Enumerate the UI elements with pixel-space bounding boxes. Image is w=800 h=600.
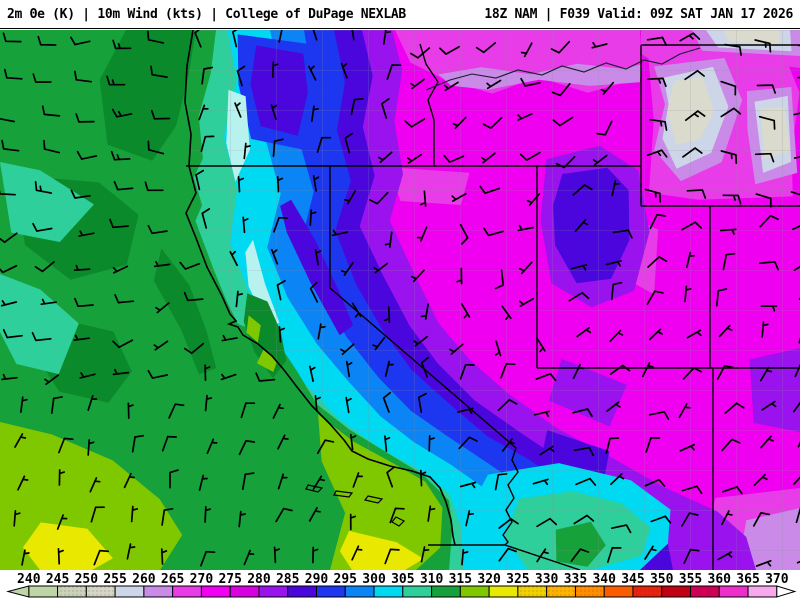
map-canvas xyxy=(0,30,800,570)
wind-barbs xyxy=(0,30,800,567)
svg-text:285: 285 xyxy=(276,572,299,587)
svg-text:340: 340 xyxy=(592,572,616,587)
snake-river xyxy=(425,47,701,91)
svg-text:305: 305 xyxy=(391,572,414,587)
colorbar-scale: 240 245 250 255 260 265 270 275 280 285 290 295 300 3… xyxy=(0,570,800,600)
colorbar-cells xyxy=(28,585,778,598)
svg-text:300: 300 xyxy=(362,572,386,587)
svg-text:310: 310 xyxy=(420,572,444,587)
svg-text:345: 345 xyxy=(621,572,644,587)
svg-text:265: 265 xyxy=(161,572,184,587)
colorbar-canvas: 240 245 250 255 260 265 270 275 280 285 290 295 300 3… xyxy=(6,572,797,598)
svg-text:255: 255 xyxy=(103,572,126,587)
svg-text:365: 365 xyxy=(736,572,759,587)
svg-text:320: 320 xyxy=(477,572,501,587)
product-title: 2m Θe (K) | 10m Wind (kts) | College of … xyxy=(7,6,406,22)
svg-text:330: 330 xyxy=(535,572,559,587)
svg-text:370: 370 xyxy=(765,572,789,587)
colorbar-tick-labels: 240 245 250 255 260 265 270 275 280 285 290 295 300 3… xyxy=(17,572,789,587)
svg-text:295: 295 xyxy=(334,572,357,587)
svg-text:325: 325 xyxy=(506,572,529,587)
channel-islands xyxy=(305,484,406,527)
svg-text:250: 250 xyxy=(75,572,99,587)
svg-text:245: 245 xyxy=(46,572,69,587)
svg-text:350: 350 xyxy=(650,572,674,587)
svg-text:240: 240 xyxy=(17,572,41,587)
county-lines xyxy=(185,30,800,570)
colorbar-right-arrow xyxy=(776,585,797,598)
theta-e-wind-map xyxy=(0,30,800,570)
svg-text:355: 355 xyxy=(679,572,702,587)
map-header: 2m Θe (K) | 10m Wind (kts) | College of … xyxy=(0,0,800,29)
colorbar-left-arrow xyxy=(6,585,30,598)
svg-text:270: 270 xyxy=(190,572,214,587)
pacific-coastline xyxy=(184,30,456,546)
svg-text:290: 290 xyxy=(305,572,329,587)
svg-text:360: 360 xyxy=(708,572,732,587)
svg-text:280: 280 xyxy=(247,572,271,587)
svg-text:260: 260 xyxy=(132,572,156,587)
svg-text:315: 315 xyxy=(449,572,472,587)
model-valid-time: 18Z NAM | F039 Valid: 09Z SAT JAN 17 202… xyxy=(484,6,793,22)
svg-text:275: 275 xyxy=(218,572,241,587)
svg-text:335: 335 xyxy=(564,572,587,587)
